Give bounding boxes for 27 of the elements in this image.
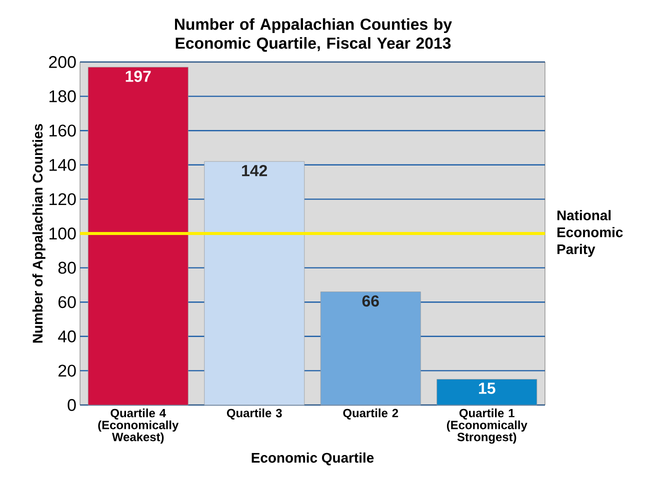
ref-line-label: National Economic Parity [557,210,623,257]
x-tick-label: Quartile 1 (Economically Strongest) [446,408,528,444]
y-tick-label: 60 [58,296,76,308]
bar [436,379,538,406]
y-tick-label: 180 [50,90,76,102]
x-tick-label: Quartile 2 [343,408,398,420]
y-tick-label: 100 [50,228,76,240]
x-tick-label: Quartile 4 (Economically Weakest) [98,408,179,444]
y-tick-label: 80 [58,262,76,274]
y-tick-label: 160 [50,124,76,137]
bar [320,292,421,406]
chart-title: Number of Appalachian Counties by Economic Quartile, Fiscal Year 2013 [175,18,452,52]
bar [88,66,188,406]
y-tick-label: 0 [68,399,76,412]
data-label: 197 [126,70,151,82]
y-axis-title: Number of Appalachian Counties [32,124,46,343]
x-axis-title: Economic Quartile [252,452,374,466]
y-tick-label: 40 [58,330,76,342]
data-label: 66 [362,295,379,307]
data-label: 142 [242,164,268,176]
y-tick-label: 140 [50,158,76,171]
data-label: 15 [479,382,496,394]
bar [204,161,305,406]
y-tick-label: 20 [58,364,76,377]
y-tick-label: 120 [50,193,76,206]
y-tick-label: 200 [49,56,76,68]
x-tick-label: Quartile 3 [226,408,282,420]
